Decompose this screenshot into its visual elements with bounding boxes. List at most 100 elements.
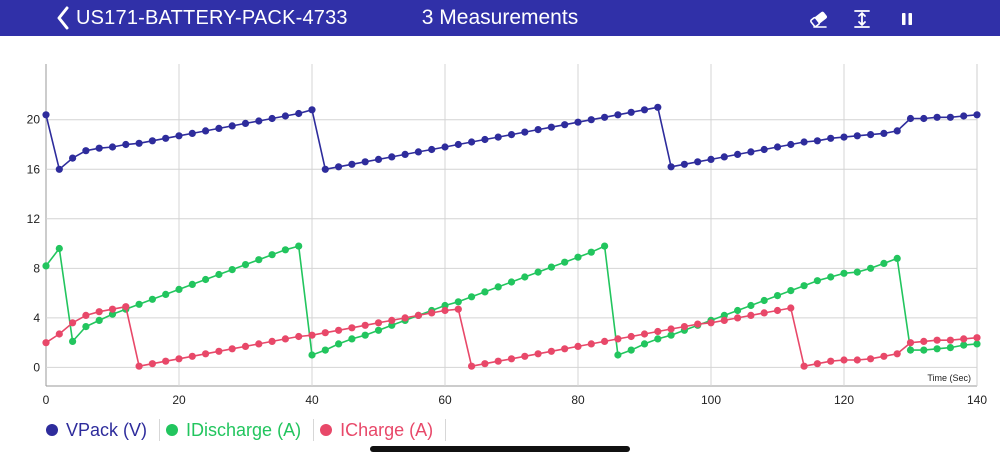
data-point-vpack	[720, 153, 728, 161]
data-point-vpack	[428, 145, 436, 154]
data-point-idischarge	[667, 331, 675, 339]
legend-item-vpack[interactable]: VPack (V)	[40, 420, 159, 441]
data-point-icharge	[428, 309, 436, 317]
data-point-icharge	[188, 352, 196, 360]
data-point-vpack	[148, 137, 156, 145]
data-point-vpack	[667, 163, 675, 171]
clear-button[interactable]	[808, 9, 830, 29]
data-point-vpack	[920, 114, 928, 123]
data-point-idischarge	[973, 340, 981, 348]
data-point-icharge	[228, 345, 236, 353]
x-tick-label: 40	[305, 393, 319, 407]
legend-item-idischarge[interactable]: IDischarge (A)	[160, 420, 313, 441]
data-point-icharge	[348, 324, 356, 332]
back-button[interactable]: US171-BATTERY-PACK-4733	[56, 4, 348, 32]
series-vpack	[42, 103, 981, 173]
data-point-icharge	[148, 360, 156, 368]
pause-button[interactable]	[896, 9, 918, 29]
data-point-vpack	[654, 103, 662, 111]
data-point-icharge	[202, 350, 210, 358]
x-tick-label: 100	[701, 393, 721, 407]
data-point-idischarge	[95, 316, 103, 324]
data-point-vpack	[640, 106, 649, 114]
data-point-vpack	[108, 143, 117, 151]
fit-vertical-button[interactable]	[851, 9, 873, 29]
data-point-idischarge	[162, 290, 170, 298]
data-point-vpack	[321, 165, 329, 173]
data-point-vpack	[561, 121, 569, 129]
data-point-icharge	[867, 355, 875, 363]
legend-item-icharge[interactable]: ICharge (A)	[314, 420, 445, 441]
y-tick-label: 8	[33, 261, 40, 275]
data-point-icharge	[720, 316, 728, 324]
data-point-vpack	[574, 118, 582, 126]
data-point-vpack	[55, 165, 63, 173]
legend-label: ICharge (A)	[340, 419, 434, 440]
data-point-vpack	[228, 122, 236, 130]
data-point-vpack	[534, 126, 542, 134]
data-point-icharge	[973, 334, 981, 342]
chart-area: 0 4 8 12 16 20 0 20 40 60 80 100 120 140 Time (Sec)	[0, 36, 1000, 414]
data-point-vpack	[813, 137, 822, 145]
series-idischarge	[42, 242, 981, 359]
data-point-vpack	[853, 132, 861, 140]
data-point-vpack	[601, 113, 609, 121]
data-point-idischarge	[481, 288, 489, 296]
data-point-vpack	[960, 112, 968, 120]
data-point-icharge	[640, 330, 649, 338]
data-point-vpack	[773, 143, 782, 151]
x-tick-label: 60	[438, 393, 452, 407]
data-point-idischarge	[893, 254, 901, 262]
data-point-vpack	[454, 140, 462, 149]
x-tick-label: 120	[834, 393, 854, 407]
data-point-vpack	[468, 138, 476, 146]
data-point-icharge	[295, 332, 303, 341]
data-point-vpack	[893, 127, 901, 135]
legend-label: VPack (V)	[66, 419, 148, 440]
data-point-icharge	[840, 356, 848, 364]
data-point-icharge	[813, 360, 822, 368]
data-point-vpack	[827, 134, 835, 142]
data-point-idischarge	[441, 301, 449, 310]
data-point-idischarge	[468, 293, 476, 301]
data-point-vpack	[507, 131, 516, 139]
x-tick-label: 20	[172, 393, 186, 407]
data-point-idischarge	[734, 306, 742, 315]
data-point-icharge	[361, 321, 369, 329]
data-point-vpack	[747, 148, 755, 156]
data-point-icharge	[494, 357, 502, 365]
data-point-vpack	[760, 145, 768, 154]
data-point-vpack	[241, 119, 250, 127]
data-point-idischarge	[255, 256, 263, 264]
data-point-vpack	[414, 148, 422, 156]
data-point-icharge	[481, 360, 489, 368]
y-tick-label: 16	[27, 162, 41, 176]
data-point-icharge	[175, 355, 183, 363]
data-point-idischarge	[960, 341, 968, 349]
data-point-idischarge	[561, 258, 569, 266]
data-point-vpack	[215, 124, 223, 132]
data-point-idischarge	[827, 273, 835, 281]
data-point-idischarge	[82, 323, 90, 331]
data-point-icharge	[95, 308, 103, 316]
data-point-icharge	[308, 331, 316, 339]
data-point-vpack	[694, 158, 702, 166]
data-point-icharge	[507, 355, 516, 363]
data-point-icharge	[374, 319, 383, 327]
data-point-vpack	[840, 133, 848, 141]
data-point-idischarge	[295, 242, 303, 250]
data-point-icharge	[946, 336, 955, 344]
data-point-vpack	[867, 131, 875, 139]
data-point-vpack	[627, 108, 635, 116]
data-point-idischarge	[627, 346, 635, 354]
data-point-icharge	[441, 306, 449, 315]
data-point-icharge	[268, 337, 276, 345]
pause-icon	[902, 13, 912, 25]
data-point-idischarge	[853, 268, 861, 276]
data-point-idischarge	[574, 253, 582, 261]
data-point-icharge	[42, 339, 50, 347]
x-axis-label: Time (Sec)	[927, 373, 971, 383]
data-point-idischarge	[640, 340, 649, 348]
data-point-vpack	[734, 150, 742, 158]
legend-label: IDischarge (A)	[186, 419, 302, 440]
